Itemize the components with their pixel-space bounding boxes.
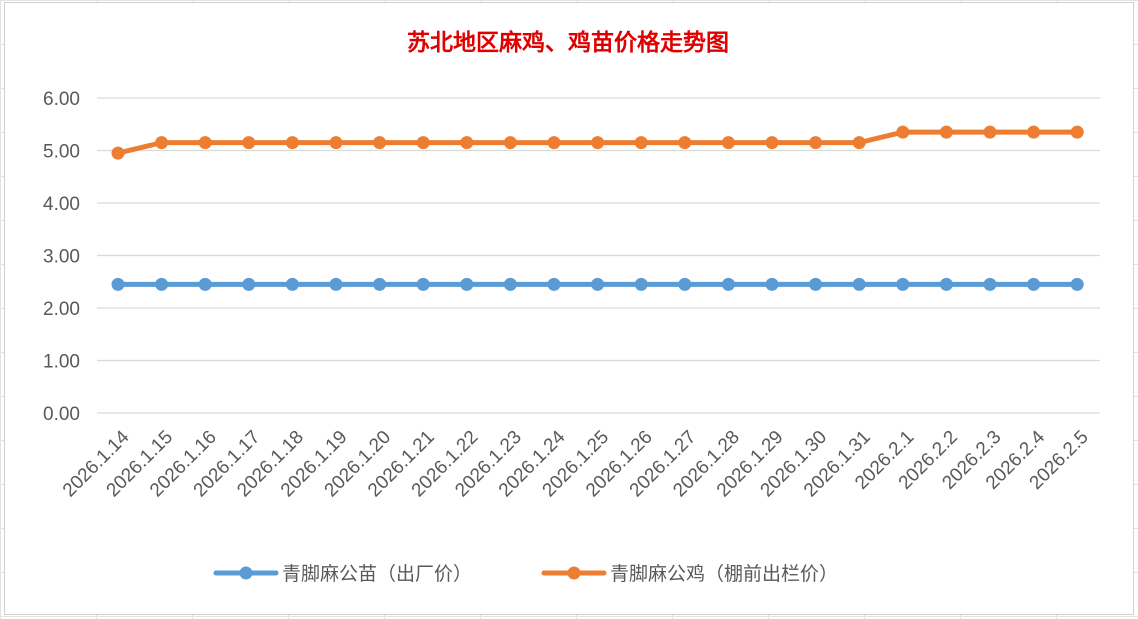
data-point — [503, 277, 517, 291]
y-tick-label: 3.00 — [43, 247, 80, 268]
data-point — [1027, 125, 1041, 139]
data-point — [242, 136, 256, 150]
y-tick-label: 0.00 — [43, 404, 80, 425]
y-tick-label: 5.00 — [43, 142, 80, 163]
data-point — [634, 136, 648, 150]
data-point — [285, 136, 299, 150]
data-point — [198, 277, 212, 291]
data-point — [765, 136, 779, 150]
data-point — [111, 277, 125, 291]
y-axis-ticks: 0.00 1.00 2.00 3.00 4.00 5.00 6.00 — [43, 89, 80, 425]
legend-label: 青脚麻公苗（出厂价） — [282, 563, 472, 585]
data-point — [155, 277, 169, 291]
legend-swatch-marker — [239, 566, 253, 580]
legend-item: 青脚麻公鸡（棚前出栏价） — [541, 563, 838, 585]
legend: 青脚麻公苗（出厂价） 青脚麻公鸡（棚前出栏价） — [213, 563, 838, 585]
data-point — [983, 125, 997, 139]
data-point — [721, 136, 735, 150]
data-point — [591, 136, 605, 150]
data-point — [1070, 277, 1084, 291]
y-tick-label: 4.00 — [43, 194, 80, 215]
data-point — [285, 277, 299, 291]
data-point — [983, 277, 997, 291]
data-point — [852, 136, 866, 150]
y-tick-label: 2.00 — [43, 299, 80, 320]
data-point — [1027, 277, 1041, 291]
legend-label: 青脚麻公鸡（棚前出栏价） — [610, 563, 838, 585]
chart-title: 苏北地区麻鸡、鸡苗价格走势图 — [407, 29, 729, 56]
data-point — [503, 136, 517, 150]
data-point — [460, 277, 474, 291]
data-point — [721, 277, 735, 291]
legend-swatch-marker — [567, 566, 581, 580]
data-point — [111, 146, 125, 160]
data-point — [416, 136, 430, 150]
series-layer — [111, 125, 1084, 291]
data-point — [155, 136, 169, 150]
data-point — [591, 277, 605, 291]
series-2 — [111, 125, 1084, 160]
data-point — [939, 277, 953, 291]
data-point — [329, 136, 343, 150]
data-point — [678, 136, 692, 150]
data-point — [896, 125, 910, 139]
data-point — [896, 277, 910, 291]
data-point — [547, 136, 561, 150]
y-tick-label: 6.00 — [43, 89, 80, 110]
data-point — [1070, 125, 1084, 139]
series-1 — [111, 277, 1084, 291]
data-point — [939, 125, 953, 139]
data-point — [852, 277, 866, 291]
data-point — [242, 277, 256, 291]
legend-item: 青脚麻公苗（出厂价） — [213, 563, 472, 585]
x-axis-ticks: 2026.1.142026.1.152026.1.162026.1.172026… — [59, 426, 1093, 501]
y-tick-label: 1.00 — [43, 352, 80, 373]
data-point — [329, 277, 343, 291]
data-point — [373, 136, 387, 150]
data-point — [547, 277, 561, 291]
data-point — [634, 277, 648, 291]
data-point — [765, 277, 779, 291]
data-point — [460, 136, 474, 150]
data-point — [809, 277, 823, 291]
data-point — [678, 277, 692, 291]
data-point — [373, 277, 387, 291]
data-point — [809, 136, 823, 150]
data-point — [416, 277, 430, 291]
data-point — [198, 136, 212, 150]
gridlines — [97, 97, 1100, 414]
